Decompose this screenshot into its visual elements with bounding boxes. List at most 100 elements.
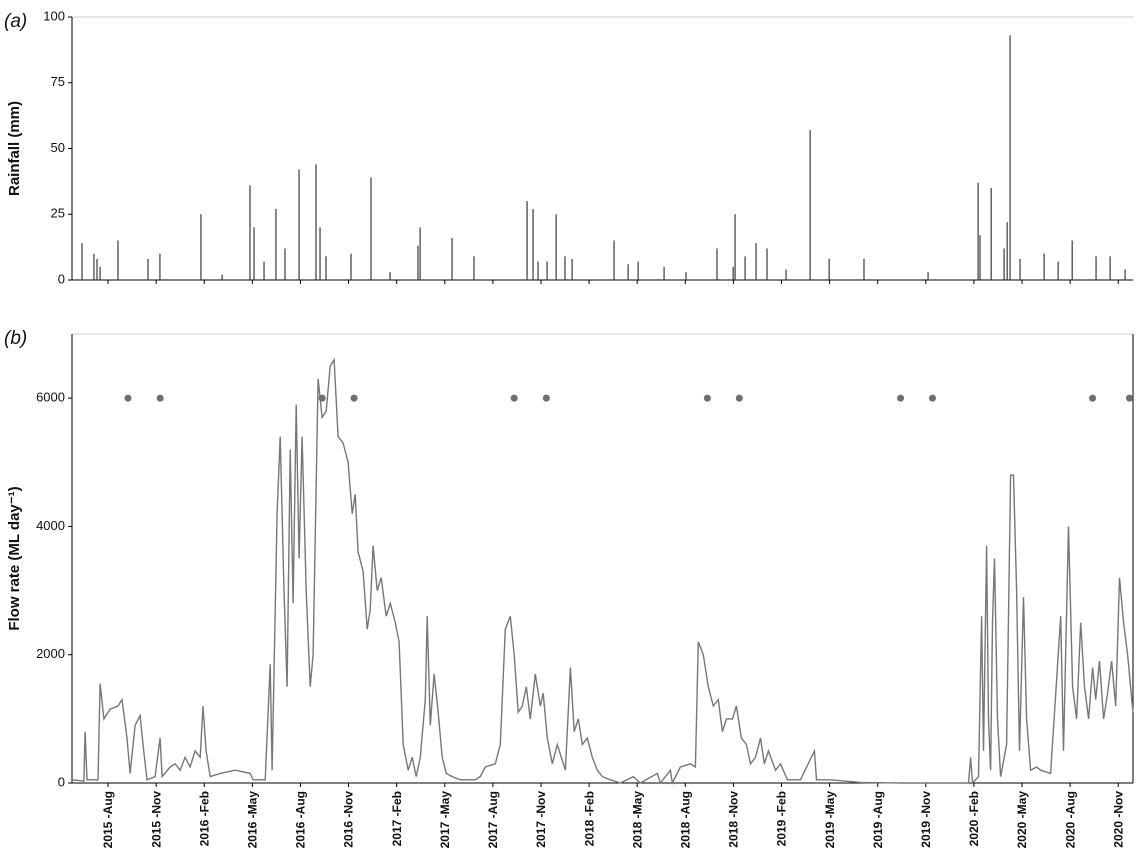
rain-bar	[350, 253, 352, 280]
rain-bar	[389, 272, 391, 280]
rain-bar	[263, 261, 265, 280]
rain-bar	[298, 169, 300, 280]
x-tick-label: 2020 -May	[1015, 791, 1029, 849]
rain-bar	[627, 264, 629, 280]
marker-dot	[1126, 394, 1134, 402]
rain-bar	[99, 266, 101, 280]
x-tick-label: 2017 -Nov	[534, 791, 548, 848]
marker-dot	[156, 394, 164, 402]
rain-bar	[284, 248, 286, 280]
x-tick-label: 2017 -Feb	[390, 791, 404, 846]
flow-line	[71, 357, 1134, 786]
marker-dot	[350, 394, 358, 402]
rain-bar	[1006, 222, 1008, 280]
rain-bar	[927, 272, 929, 280]
x-tick-label: 2015 -Nov	[149, 791, 163, 848]
rain-bar	[734, 214, 736, 280]
marker-dot	[735, 394, 743, 402]
x-tick-label: 2016 -Aug	[294, 791, 308, 848]
x-tick-label: 2016 -Nov	[342, 791, 356, 848]
x-tick-label: 2020 -Nov	[1111, 791, 1125, 848]
rain-bar	[1095, 256, 1097, 280]
rain-bar	[526, 201, 528, 280]
rain-bar	[977, 182, 979, 280]
panel-label: (b)	[4, 328, 27, 349]
rain-bar	[93, 253, 95, 280]
rain-bar	[1043, 253, 1045, 280]
x-tick-label: 2018 -Aug	[678, 791, 692, 848]
marker-dot	[318, 394, 326, 402]
rain-bar	[81, 243, 83, 280]
rain-bar	[370, 177, 372, 280]
marker-dot	[1089, 394, 1097, 402]
rain-bar	[96, 258, 98, 280]
x-tick-label: 2019 -Feb	[775, 791, 789, 846]
x-tick-label: 2016 -Feb	[197, 791, 211, 846]
rain-bar	[159, 253, 161, 280]
x-tick-label: 2020 -Feb	[967, 791, 981, 846]
rain-bar	[1057, 261, 1059, 280]
y-tick-label: 75	[51, 74, 65, 89]
marker-dot	[897, 394, 905, 402]
marker-dot	[928, 394, 936, 402]
rain-bar	[315, 164, 317, 280]
rain-bar	[546, 261, 548, 280]
rain-bar	[809, 130, 811, 280]
y-tick-label: 50	[51, 140, 65, 155]
rain-bar	[564, 256, 566, 280]
rain-bar	[571, 258, 573, 280]
rain-bar	[221, 274, 223, 280]
x-tick-label: 2020 -Aug	[1063, 791, 1077, 848]
marker-dot	[124, 394, 132, 402]
x-tick-label: 2018 -May	[630, 791, 644, 849]
rain-bar	[685, 272, 687, 280]
y-tick-label: 0	[58, 271, 65, 286]
x-tick-label: 2019 -Aug	[871, 791, 885, 848]
x-tick-label: 2017 -Aug	[486, 791, 500, 848]
rain-bar	[200, 214, 202, 280]
rain-bar	[1124, 269, 1126, 280]
y-tick-label: 6000	[36, 390, 65, 405]
x-tick-label: 2019 -May	[823, 791, 837, 849]
rain-bar	[755, 243, 757, 280]
rain-bar	[253, 227, 255, 280]
marker-dot	[703, 394, 711, 402]
rain-bar	[863, 258, 865, 280]
rain-bar	[785, 269, 787, 280]
rain-bar	[766, 248, 768, 280]
rain-bar	[979, 235, 981, 280]
x-tick-label: 2018 -Nov	[727, 791, 741, 848]
marker-dot	[542, 394, 550, 402]
x-tick-label: 2017 -May	[438, 791, 452, 849]
rain-bar	[990, 187, 992, 280]
rain-bar	[613, 240, 615, 280]
rain-bar	[1109, 256, 1111, 280]
rain-bar	[473, 256, 475, 280]
rain-bar	[249, 185, 251, 280]
y-tick-label: 0	[58, 774, 65, 789]
rain-bar	[532, 208, 534, 280]
rain-bar	[417, 245, 419, 280]
rain-bar	[828, 258, 830, 280]
rain-bar	[419, 227, 421, 280]
rain-bar	[1071, 240, 1073, 280]
x-tick-label: 2016 -May	[246, 791, 260, 849]
y-axis-label: Rainfall (mm)	[6, 101, 23, 196]
rain-bar	[744, 256, 746, 280]
rain-bar	[1003, 248, 1005, 280]
rain-bar	[1019, 258, 1021, 280]
rain-bar	[275, 208, 277, 280]
rain-bar	[537, 261, 539, 280]
panel-label: (a)	[4, 11, 27, 32]
marker-dot	[510, 394, 518, 402]
rain-bar	[117, 240, 119, 280]
y-tick-label: 100	[43, 8, 65, 23]
y-axis-label: Flow rate (ML day⁻¹)	[6, 486, 23, 630]
rain-bar	[663, 266, 665, 280]
x-tick-label: 2015 -Aug	[101, 791, 115, 848]
x-tick-label: 2019 -Nov	[919, 791, 933, 848]
x-tick-label: 2018 -Feb	[582, 791, 596, 846]
rain-bar	[325, 256, 327, 280]
rain-bar	[637, 261, 639, 280]
